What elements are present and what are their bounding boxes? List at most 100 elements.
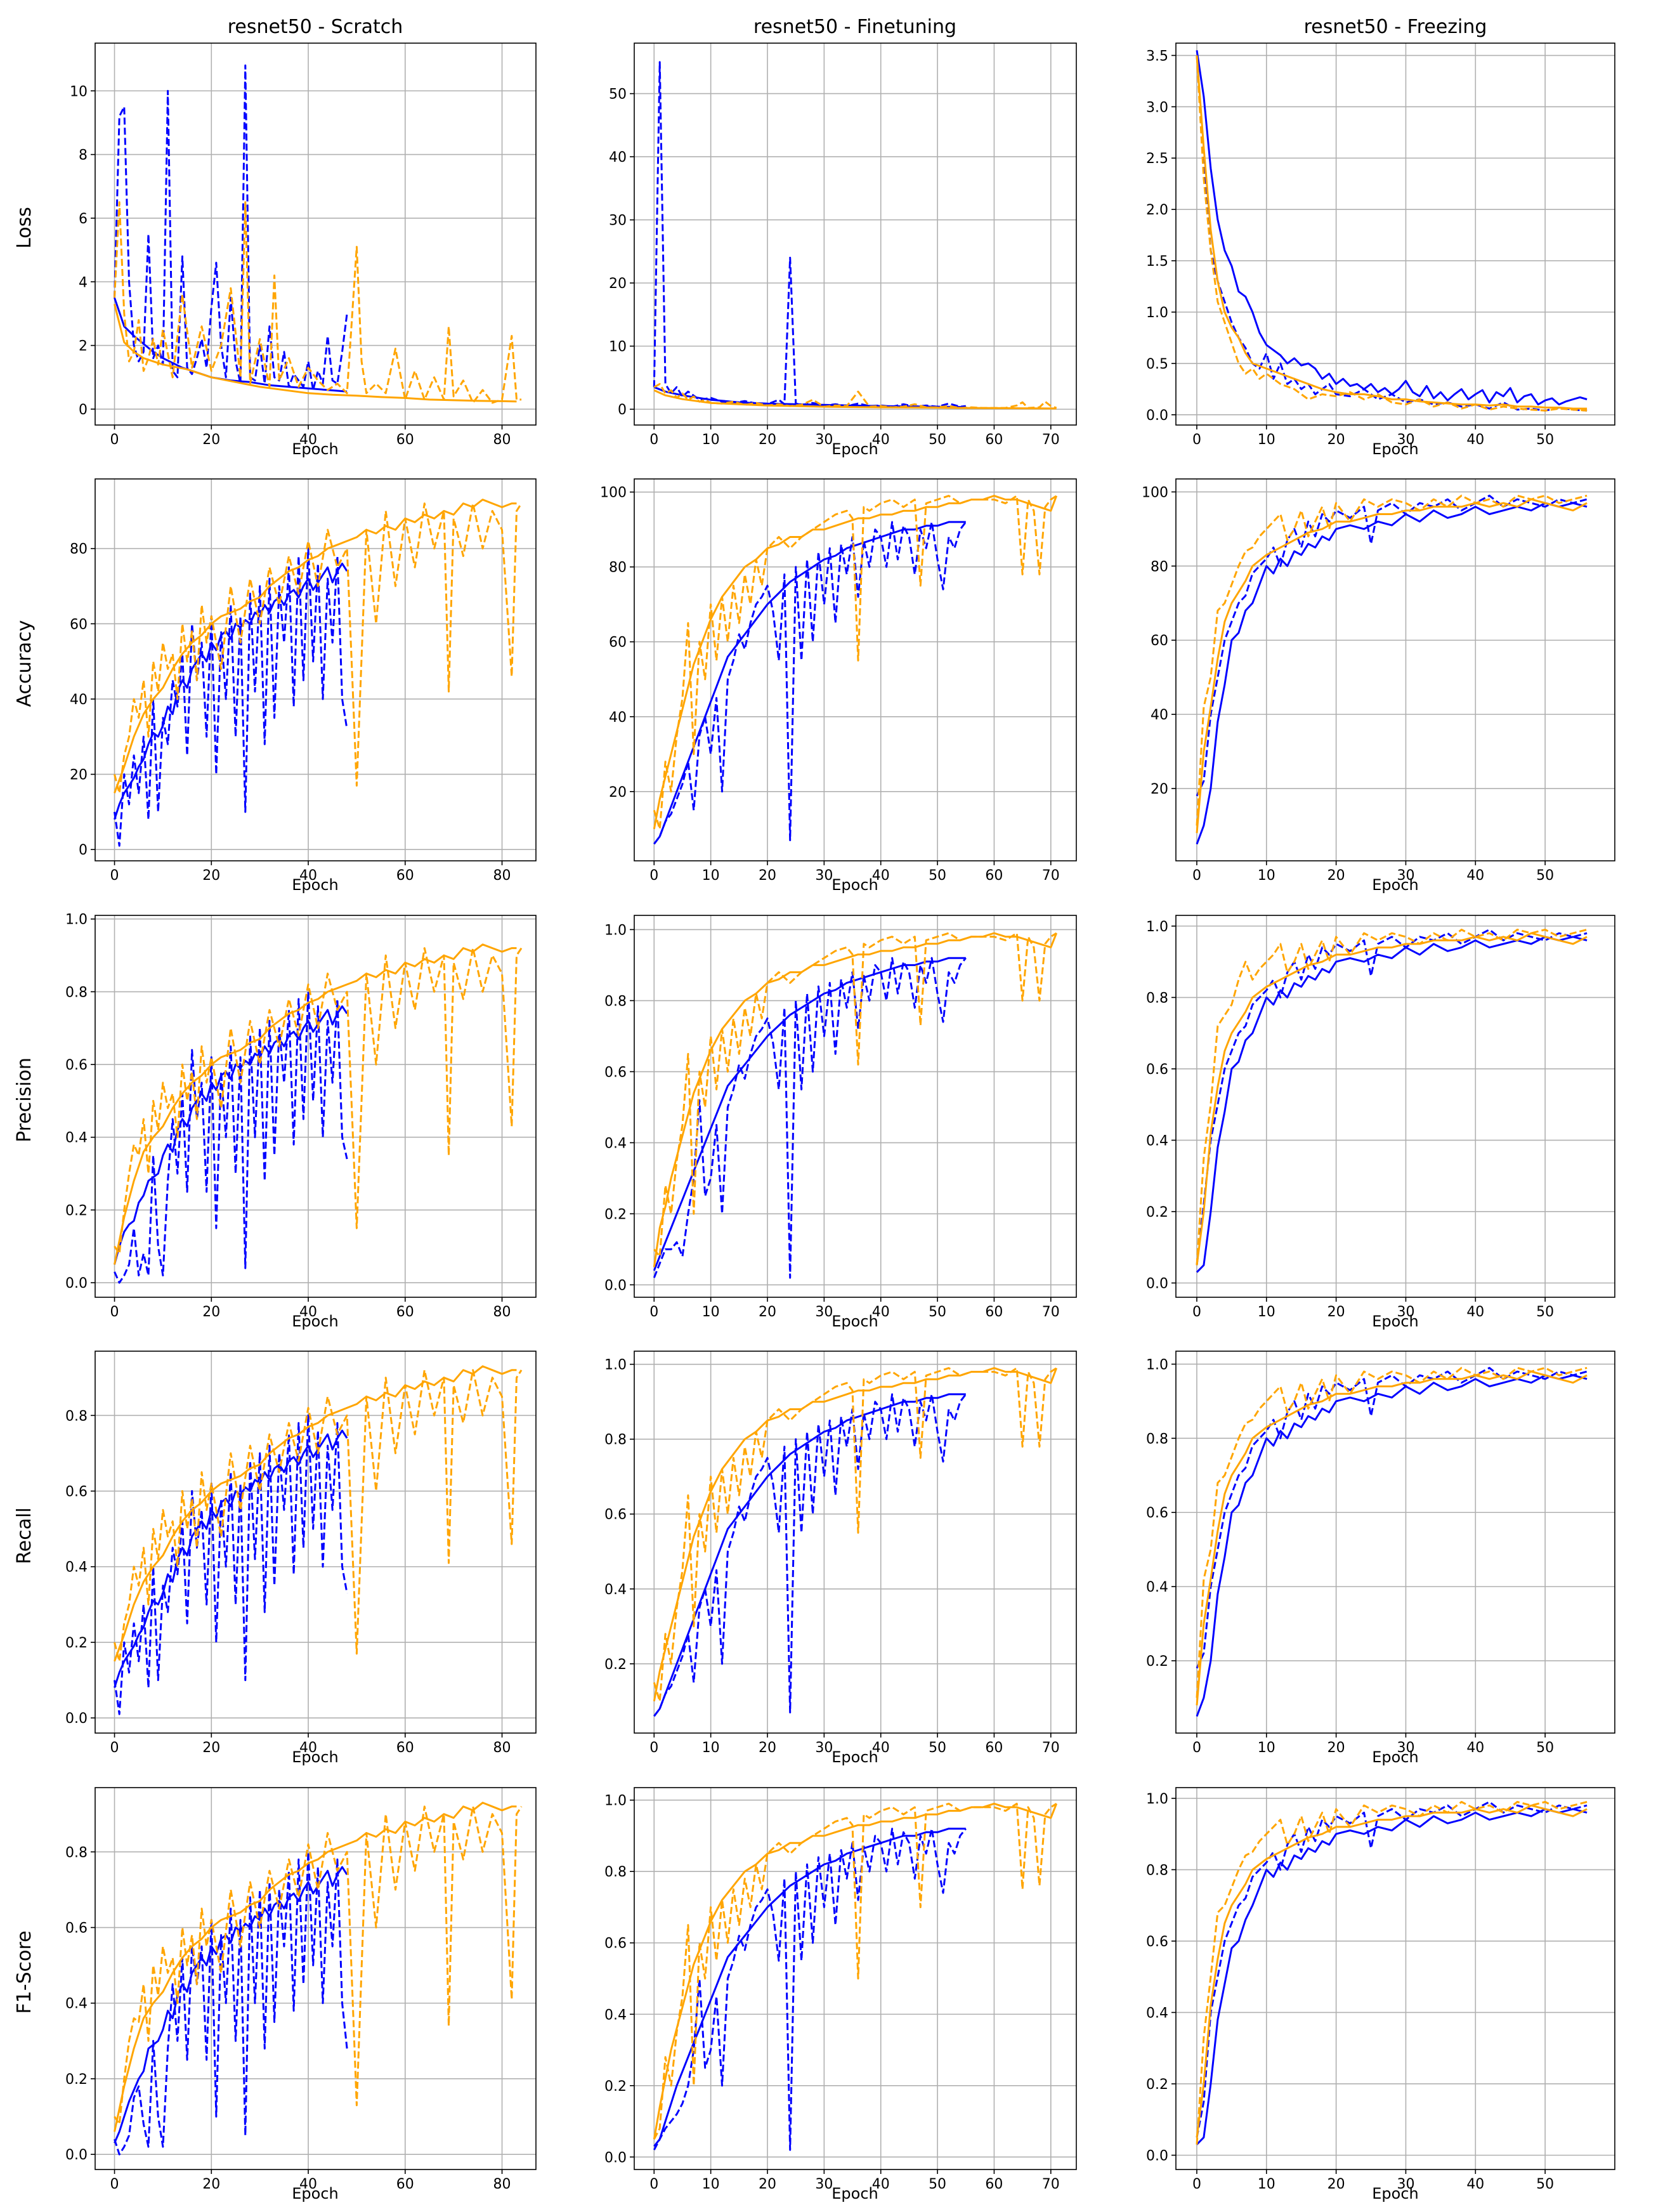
x-tick-label: 70 <box>1042 1304 1060 1320</box>
x-tick-label: 50 <box>1536 2176 1554 2192</box>
y-tick-label: 20 <box>70 768 88 783</box>
y-tick-label: 0.2 <box>1146 1205 1168 1221</box>
series-group <box>114 1365 523 1715</box>
axes-frame <box>634 478 1077 861</box>
plot-area <box>95 43 536 425</box>
x-tick-label: 20 <box>759 432 776 448</box>
y-tick-label: 0.6 <box>1146 1505 1168 1521</box>
axes-frame <box>634 43 1077 426</box>
x-tick-label: 10 <box>1258 1304 1275 1320</box>
x-tick-label: 10 <box>702 868 720 884</box>
series-group <box>114 943 523 1284</box>
subplot: 0 10 20 30 40 50 0.0 0.2 0.4 0.6 0.8 1.0 <box>1146 1787 1615 2192</box>
plot-area <box>634 1351 1076 1733</box>
y-tick-label: 100 <box>600 485 627 501</box>
x-tick-label: 50 <box>1536 432 1554 448</box>
series-line-blue-solid <box>653 957 966 1271</box>
axes-frame <box>95 478 537 861</box>
xlabel-epoch: Epoch <box>292 1312 339 1330</box>
x-tick-label: 70 <box>1042 2176 1060 2192</box>
y-tick-label: 60 <box>1151 633 1168 649</box>
axes-frame <box>634 1787 1077 2170</box>
x-tick-label: 20 <box>759 2176 776 2192</box>
xlabel-epoch: Epoch <box>1372 1748 1419 1766</box>
y-tick-label: 0.2 <box>604 1207 627 1222</box>
x-tick-label: 60 <box>396 2176 414 2192</box>
x-tick-label: 20 <box>202 432 220 448</box>
axes-frame <box>1175 915 1615 1298</box>
x-tick-label: 10 <box>702 432 720 448</box>
y-tick-label: 1.0 <box>1146 919 1168 935</box>
x-tick-label: 20 <box>1327 432 1345 448</box>
x-tick-label: 50 <box>929 2176 946 2192</box>
plot-area <box>1176 479 1615 861</box>
plot-area <box>634 1788 1076 2169</box>
xlabel-epoch: Epoch <box>1372 440 1419 458</box>
x-tick-label: 40 <box>872 868 890 884</box>
plot-area <box>1176 915 1615 1297</box>
x-tick-label: 60 <box>985 2176 1003 2192</box>
series-line-orange-dashed <box>653 1802 1057 2140</box>
y-tick-label: 1.0 <box>65 912 88 928</box>
y-tick-label: 80 <box>609 560 627 576</box>
y-tick-label: 50 <box>609 87 627 103</box>
series-line-orange-solid <box>114 943 517 1265</box>
series-group <box>1196 1801 1588 2145</box>
ylabel-f1-score: F1-Score <box>13 1930 36 2013</box>
series-line-orange-solid <box>114 499 517 794</box>
x-tick-label: 80 <box>493 432 511 448</box>
y-tick-label: 0.2 <box>65 2072 88 2088</box>
y-tick-label: 40 <box>609 150 627 166</box>
series-line-orange-solid <box>1196 498 1588 834</box>
y-tick-label: 0.0 <box>1146 408 1168 424</box>
subplot: 0 10 20 30 40 50 60 70 0.2 0.4 0.6 0.8 1.0 <box>604 1351 1077 1756</box>
series-group <box>653 932 1058 1279</box>
x-tick-label: 50 <box>929 1740 946 1756</box>
x-tick-label: 30 <box>1397 432 1414 448</box>
x-tick-label: 50 <box>929 1304 946 1320</box>
series-group <box>1196 50 1588 412</box>
subplot: 0 20 40 60 80 0.0 0.2 0.4 0.6 0.8 1.0 <box>65 912 537 1320</box>
y-tick-label: 0.8 <box>604 993 627 1009</box>
x-tick-label: 20 <box>1327 1304 1345 1320</box>
y-tick-label: 0.2 <box>65 1203 88 1219</box>
series-line-orange-dashed <box>114 947 523 1255</box>
y-tick-label: 0.4 <box>65 1996 88 2012</box>
series-group <box>653 61 1057 410</box>
y-tick-label: 0.4 <box>65 1130 88 1146</box>
series-group <box>653 1367 1058 1717</box>
plot-area <box>95 1351 536 1733</box>
y-tick-label: 2.5 <box>1146 151 1168 167</box>
x-tick-label: 20 <box>202 1304 220 1320</box>
subplot: 0 20 40 60 80 0 20 40 60 80 <box>70 478 537 884</box>
y-tick-label: 6 <box>79 211 88 227</box>
series-group <box>653 495 1058 845</box>
x-tick-label: 0 <box>110 1740 119 1756</box>
x-tick-label: 20 <box>759 1304 776 1320</box>
x-tick-label: 20 <box>1327 2176 1345 2192</box>
x-tick-label: 40 <box>1466 432 1484 448</box>
plot-area <box>634 915 1076 1297</box>
series-group <box>653 1802 1058 2151</box>
x-tick-label: 50 <box>929 432 946 448</box>
subplot: 0 10 20 30 40 50 0.2 0.4 0.6 0.8 1.0 <box>1146 1351 1615 1756</box>
y-tick-label: 0.8 <box>604 1432 627 1448</box>
series-line-blue-dashed <box>653 1828 967 2151</box>
column-title-scratch: resnet50 - Scratch <box>228 16 403 38</box>
series-line-orange-solid <box>114 1802 517 2132</box>
series-group <box>1196 494 1588 845</box>
x-tick-label: 40 <box>299 1304 317 1320</box>
y-tick-label: 1.0 <box>604 1793 627 1809</box>
y-tick-label: 0.0 <box>604 2150 627 2166</box>
y-tick-label: 0.6 <box>65 1921 88 1937</box>
y-tick-label: 0.8 <box>65 1845 88 1861</box>
y-tick-label: 0 <box>618 402 627 418</box>
y-tick-label: 0.8 <box>65 985 88 1000</box>
series-line-blue-dashed <box>653 1393 967 1717</box>
series-line-blue-solid <box>114 562 348 820</box>
subplot: 0 20 40 60 80 0 2 4 6 8 10 <box>70 43 537 448</box>
y-tick-label: 30 <box>609 213 627 229</box>
y-tick-label: 0.5 <box>1146 357 1168 372</box>
y-tick-label: 20 <box>609 276 627 292</box>
